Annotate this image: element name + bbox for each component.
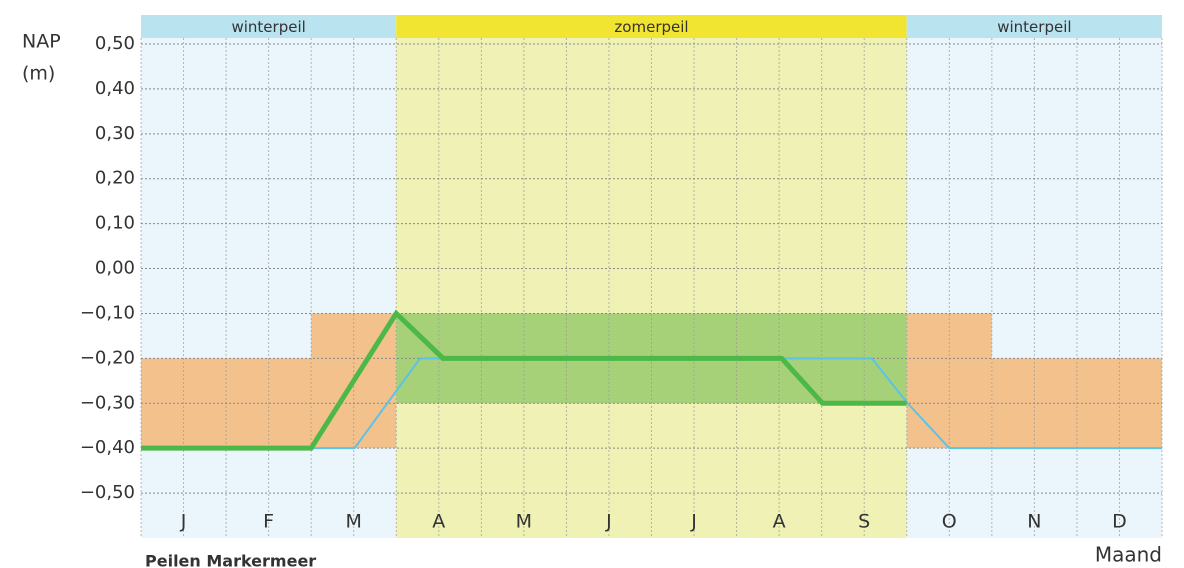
y-axis-label: NAP bbox=[22, 31, 61, 53]
period-label: winterpeil bbox=[997, 18, 1071, 36]
y-tick-label: 0,40 bbox=[95, 78, 135, 99]
chart-title: Peilen Markermeer bbox=[145, 552, 316, 568]
series-line bbox=[141, 309, 907, 451]
y-tick-label: −0,20 bbox=[80, 347, 135, 368]
y-axis-label: (m) bbox=[22, 63, 55, 85]
x-tick-label: F bbox=[263, 511, 274, 533]
x-tick-label: N bbox=[1027, 511, 1041, 533]
series-line bbox=[141, 357, 1162, 450]
period-label: zomerpeil bbox=[614, 18, 688, 36]
y-tick-label: 0,50 bbox=[95, 33, 135, 54]
x-tick-label: O bbox=[942, 511, 957, 533]
x-tick-label: S bbox=[858, 511, 870, 533]
y-tick-label: 0,30 bbox=[95, 123, 135, 144]
x-axis-label: Maand bbox=[1095, 543, 1162, 567]
y-tick-label: 0,00 bbox=[95, 258, 135, 279]
period-header bbox=[141, 15, 397, 38]
x-tick-label: M bbox=[346, 511, 362, 533]
x-tick-label: J bbox=[690, 511, 697, 533]
x-tick-label: J bbox=[180, 511, 187, 533]
y-tick-label: −0,40 bbox=[80, 437, 135, 458]
x-tick-label: J bbox=[605, 511, 612, 533]
y-tick-label: 0,10 bbox=[95, 213, 135, 234]
y-tick-label: 0,20 bbox=[95, 168, 135, 189]
x-tick-label: M bbox=[516, 511, 532, 533]
period-header bbox=[906, 15, 1162, 38]
x-tick-label: A bbox=[773, 511, 786, 533]
x-tick-label: D bbox=[1112, 511, 1127, 533]
y-tick-label: −0,10 bbox=[80, 302, 135, 323]
x-tick-label: A bbox=[432, 511, 445, 533]
period-label: winterpeil bbox=[231, 18, 305, 36]
y-tick-label: −0,50 bbox=[80, 482, 135, 503]
y-tick-label: −0,30 bbox=[80, 392, 135, 413]
period-header bbox=[396, 15, 907, 38]
